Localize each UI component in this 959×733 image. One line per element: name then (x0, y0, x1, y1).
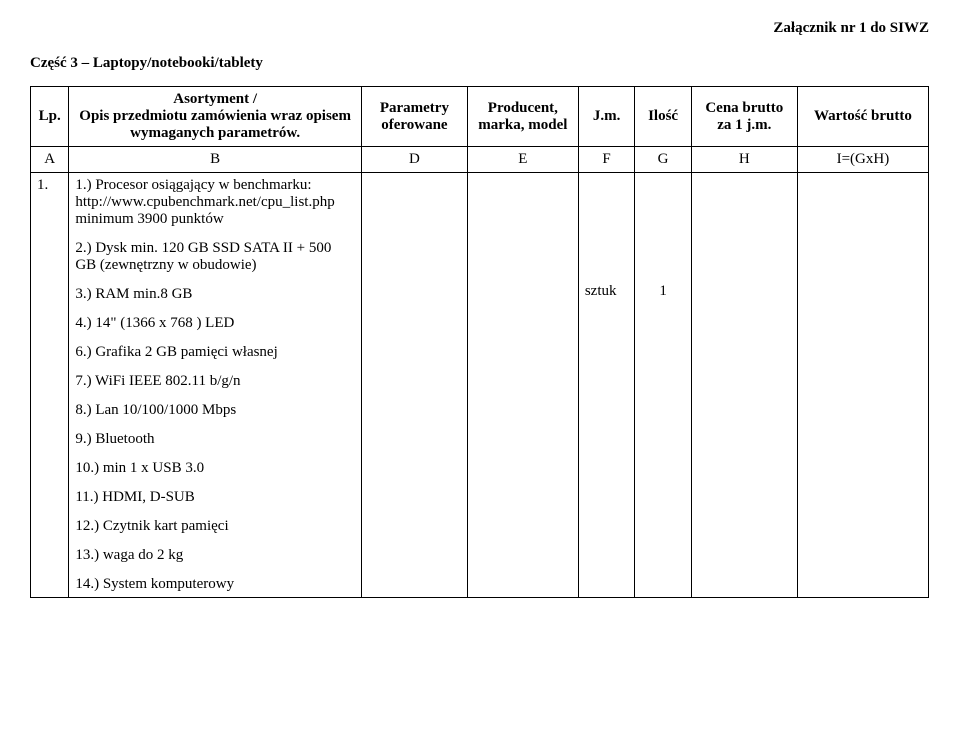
spec-1: 1.) Procesor osiągający w benchmarku: ht… (75, 177, 355, 228)
col-lp: Lp. (31, 87, 69, 147)
attachment-label: Załącznik nr 1 do SIWZ (30, 20, 929, 37)
cell-jm: sztuk (578, 173, 635, 598)
letter-a: A (31, 147, 69, 173)
spec-6: 6.) Grafika 2 GB pamięci własnej (75, 344, 355, 361)
letter-d: D (361, 147, 467, 173)
col-desc: Asortyment / Opis przedmiotu zamówienia … (69, 87, 362, 147)
col-cena: Cena brutto za 1 j.m. (691, 87, 797, 147)
cell-ilosc: 1 (635, 173, 692, 598)
col-wart: Wartość brutto (797, 87, 928, 147)
spec-2: 2.) Dysk min. 120 GB SSD SATA II + 500 G… (75, 240, 355, 274)
spec-1-min: minimum 3900 punktów (75, 211, 223, 227)
cell-desc: 1.) Procesor osiągający w benchmarku: ht… (69, 173, 362, 598)
spec-10: 10.) min 1 x USB 3.0 (75, 460, 355, 477)
spec-1-label: 1.) Procesor osiągający w benchmarku: (75, 177, 311, 193)
letter-f: F (578, 147, 635, 173)
cell-lp: 1. (31, 173, 69, 598)
col-jm: J.m. (578, 87, 635, 147)
spec-8: 8.) Lan 10/100/1000 Mbps (75, 402, 355, 419)
letter-h: H (691, 147, 797, 173)
spec-7: 7.) WiFi IEEE 802.11 b/g/n (75, 373, 355, 390)
cell-cena (691, 173, 797, 598)
col-prod: Producent, marka, model (467, 87, 578, 147)
spec-9: 9.) Bluetooth (75, 431, 355, 448)
cell-wart (797, 173, 928, 598)
spec-1-url: http://www.cpubenchmark.net/cpu_list.php (75, 194, 334, 210)
cell-param (361, 173, 467, 598)
section-title: Część 3 – Laptopy/notebooki/tablety (30, 55, 929, 72)
spec-11: 11.) HDMI, D-SUB (75, 489, 355, 506)
letter-e: E (467, 147, 578, 173)
spec-4: 4.) 14" (1366 x 768 ) LED (75, 315, 355, 332)
letter-b: B (69, 147, 362, 173)
spec-table: Lp. Asortyment / Opis przedmiotu zamówie… (30, 86, 929, 598)
col-param: Parametry oferowane (361, 87, 467, 147)
table-row: 1. 1.) Procesor osiągający w benchmarku:… (31, 173, 929, 598)
spec-3: 3.) RAM min.8 GB (75, 286, 355, 303)
letter-g: G (635, 147, 692, 173)
col-ilosc: Ilość (635, 87, 692, 147)
cell-prod (467, 173, 578, 598)
spec-14: 14.) System komputerowy (75, 576, 355, 593)
table-letter-row: A B D E F G H I=(GxH) (31, 147, 929, 173)
table-header-row: Lp. Asortyment / Opis przedmiotu zamówie… (31, 87, 929, 147)
letter-i: I=(GxH) (797, 147, 928, 173)
spec-13: 13.) waga do 2 kg (75, 547, 355, 564)
spec-12: 12.) Czytnik kart pamięci (75, 518, 355, 535)
